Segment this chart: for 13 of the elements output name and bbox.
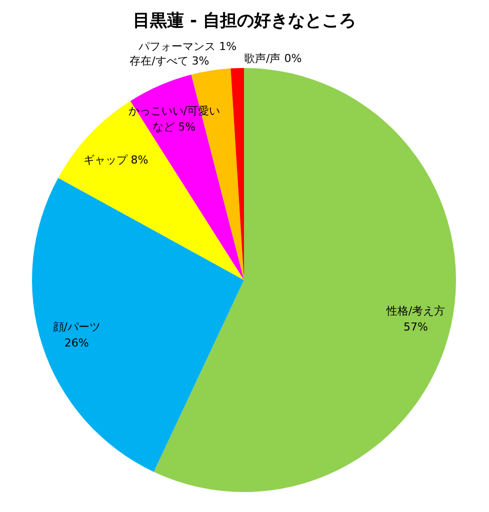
pie-slice xyxy=(58,101,244,280)
data-label: 57% xyxy=(403,320,428,334)
slice-label: ギャップ 8% xyxy=(83,154,148,167)
pie-slice xyxy=(130,74,244,280)
slice-label: 顔/パーツ xyxy=(52,320,101,334)
slice-label: 存在/すべて 3% xyxy=(130,54,210,68)
slice-label: 性格/考え方 xyxy=(385,304,446,318)
data-label: 26% xyxy=(64,336,89,350)
pie-slice xyxy=(154,68,456,492)
chart-title: 目黒蓮 - 自担の好きなところ xyxy=(133,11,356,31)
pie-slice xyxy=(32,178,244,472)
slice-label: パフォーマンス 1% xyxy=(138,40,237,54)
category-label: 歌声/声 0% xyxy=(244,52,302,65)
